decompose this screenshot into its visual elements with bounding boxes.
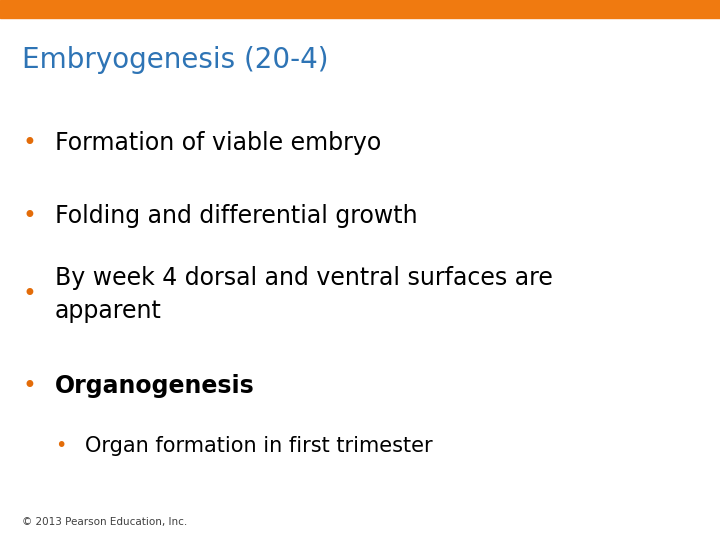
Text: © 2013 Pearson Education, Inc.: © 2013 Pearson Education, Inc. — [22, 517, 187, 527]
Text: •: • — [22, 282, 36, 306]
Text: •: • — [22, 204, 36, 228]
Text: Folding and differential growth: Folding and differential growth — [55, 204, 418, 228]
Text: Organ formation in first trimester: Organ formation in first trimester — [85, 435, 433, 456]
Text: Organogenesis: Organogenesis — [55, 374, 255, 398]
Bar — [0, 0, 720, 18]
Text: •: • — [22, 131, 36, 155]
Text: By week 4 dorsal and ventral surfaces are
apparent: By week 4 dorsal and ventral surfaces ar… — [55, 266, 553, 323]
Text: Formation of viable embryo: Formation of viable embryo — [55, 131, 382, 155]
Text: •: • — [55, 436, 66, 455]
Text: •: • — [22, 374, 36, 398]
Text: Embryogenesis (20-4): Embryogenesis (20-4) — [22, 46, 328, 74]
